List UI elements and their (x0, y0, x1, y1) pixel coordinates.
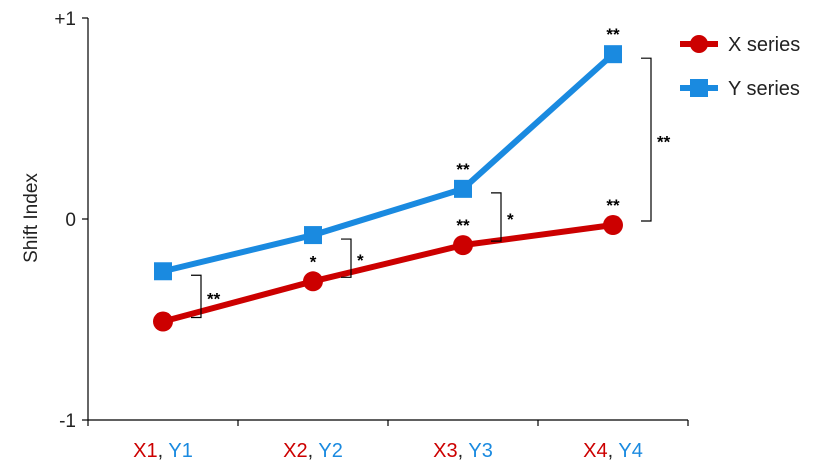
x-tick-label-x: X4 (583, 440, 607, 462)
y-tick-label: +1 (54, 9, 76, 30)
series-line-2 (162, 51, 616, 275)
significance-bracket (491, 192, 502, 242)
x-tick-label-separator: , (608, 440, 619, 462)
data-point-square (154, 262, 172, 281)
legend: X series Y series (680, 34, 800, 100)
significance-bracket (191, 274, 202, 319)
x-tick-label: X2, Y2 (283, 440, 343, 462)
pair-significance-label: * (357, 251, 364, 270)
point-significance-label: * (310, 252, 317, 271)
x-tick-label: X4, Y4 (583, 440, 643, 462)
point-significance-label: ** (606, 196, 620, 215)
y-ticks: +1 0 -1 (54, 9, 88, 432)
data-point-circle (303, 271, 323, 292)
pair-significance-label: ** (657, 133, 671, 152)
x-tick-label: X1, Y1 (133, 440, 193, 462)
x-tick-label: X3, Y3 (433, 440, 493, 462)
point-significance-label: ** (606, 25, 620, 44)
legend-marker-square (690, 79, 708, 97)
data-point-circle (453, 235, 473, 256)
legend-marker-circle (690, 35, 708, 53)
point-significance-label: ** (456, 216, 470, 235)
pair-significance-label: ** (207, 289, 221, 308)
data-point-circle (603, 215, 623, 236)
series-line-1 (162, 222, 614, 325)
x-tick-label-separator: , (458, 440, 469, 462)
significance-bracket (341, 238, 352, 278)
y-axis-label: Shift Index (21, 173, 42, 263)
legend-label: X series (728, 34, 800, 56)
x-tick-label-x: X3 (433, 440, 457, 462)
data-point-square (604, 45, 622, 64)
y-tick-label: -1 (59, 411, 76, 432)
x-tick-label-x: X1 (133, 440, 157, 462)
significance-bracket (641, 57, 652, 222)
x-tick-label-separator: , (158, 440, 169, 462)
x-tick-label-x: X2 (283, 440, 307, 462)
point-significance-label: ** (456, 160, 470, 179)
series-layer (153, 45, 623, 332)
x-tick-label-y: Y1 (168, 440, 192, 462)
x-tick-label-separator: , (308, 440, 319, 462)
x-ticks: X1, Y1 X2, Y2 X3, Y3 X4, Y4 (87, 420, 689, 462)
legend-label: Y series (728, 78, 800, 100)
data-point-square (304, 226, 322, 245)
x-tick-label-y: Y2 (318, 440, 342, 462)
pair-significance-label: * (507, 210, 514, 229)
x-tick-label-y: Y4 (618, 440, 642, 462)
data-point-circle (153, 311, 173, 332)
significance-annotations: *************** (191, 25, 671, 319)
y-tick-label: 0 (65, 210, 76, 231)
x-tick-label-y: Y3 (468, 440, 492, 462)
data-point-square (454, 179, 472, 198)
